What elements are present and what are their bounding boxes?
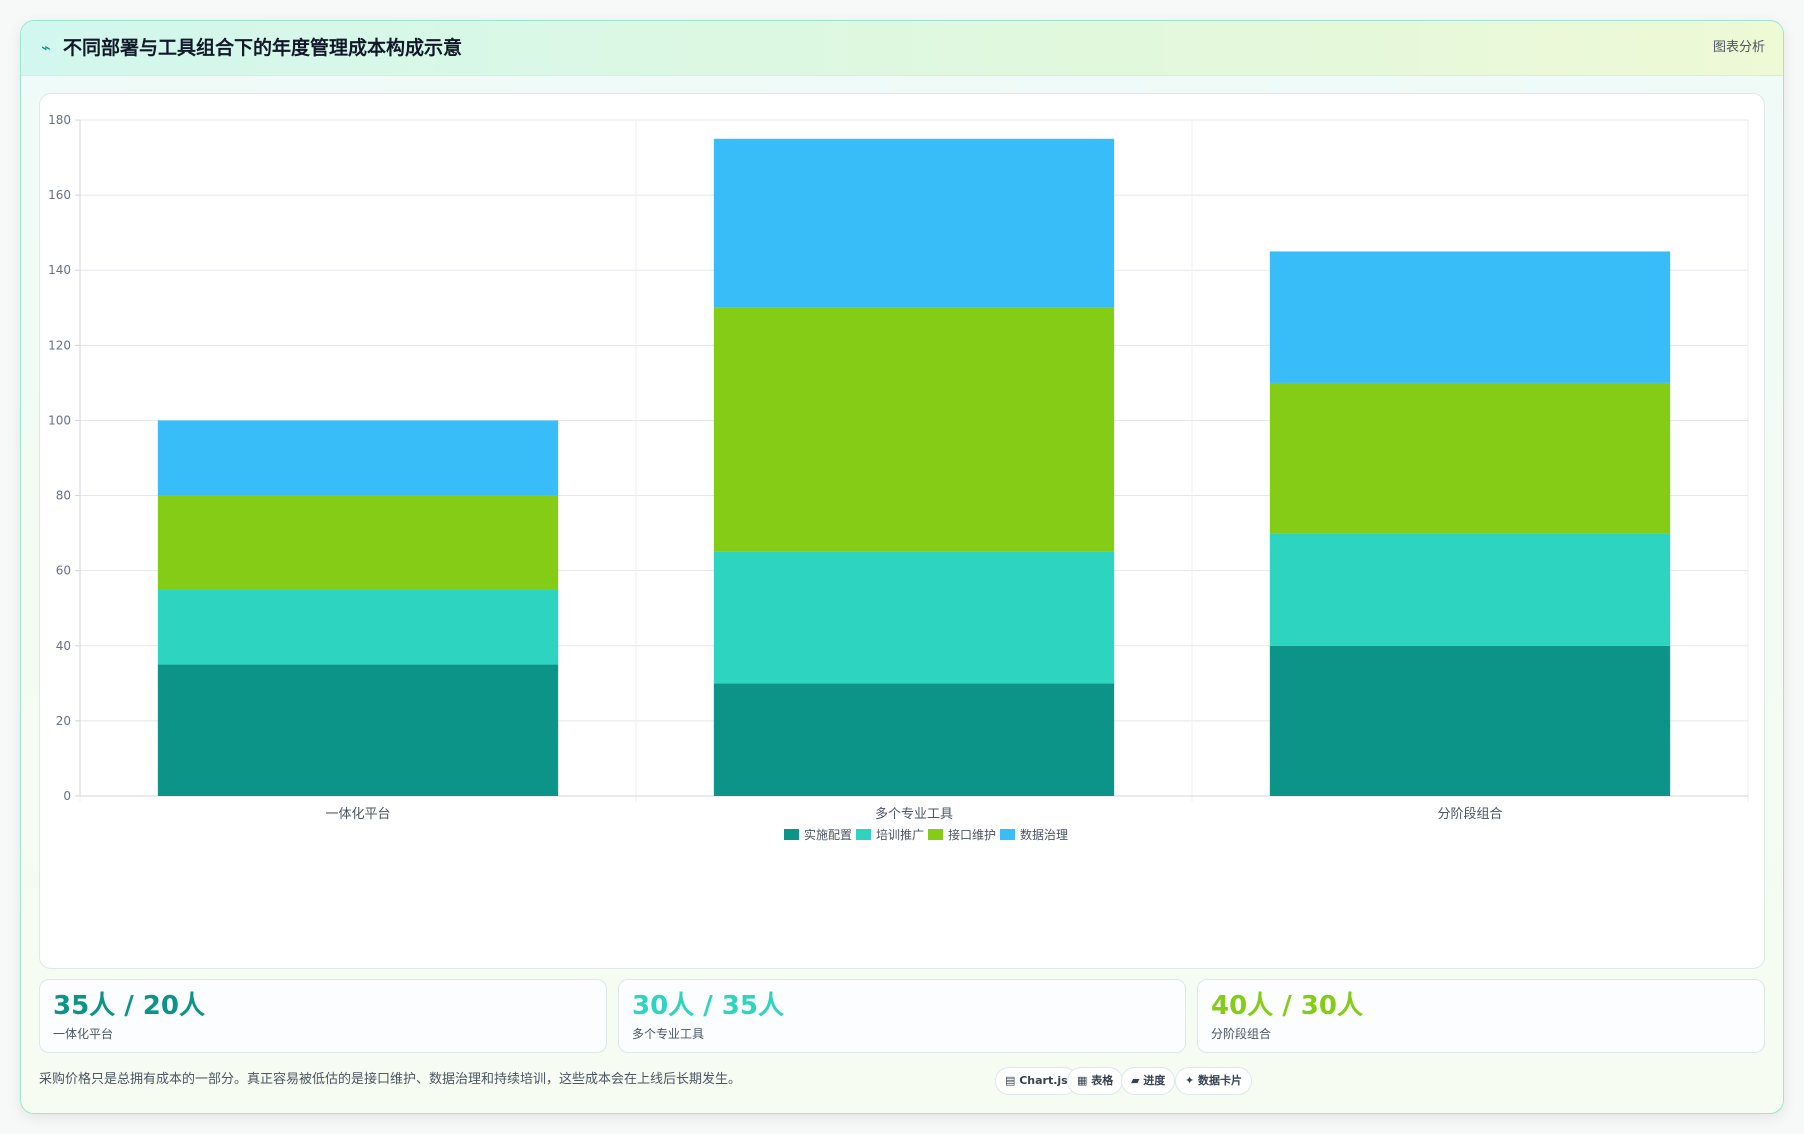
y-tick-label: 40 <box>56 639 71 653</box>
bar-segment <box>1269 251 1671 383</box>
card-header: ⌁ 不同部署与工具组合下的年度管理成本构成示意 图表分析 <box>21 21 1783 76</box>
stat-card-phased: 40人 / 30人 分阶段组合 <box>1197 979 1765 1053</box>
y-tick-label: 0 <box>63 789 71 803</box>
bar-segment <box>1269 645 1671 796</box>
chart-card: ⌁ 不同部署与工具组合下的年度管理成本构成示意 图表分析 0 20 40 60 80 10… <box>20 20 1784 1114</box>
x-tick-label: 分阶段组合 <box>1437 807 1502 822</box>
bar-segment <box>157 420 559 496</box>
legend-label: 数据治理 <box>1020 827 1068 842</box>
y-tick-label: 140 <box>48 263 71 277</box>
y-tick-label: 100 <box>48 413 71 427</box>
chart-analysis-button[interactable]: 图表分析 <box>1712 40 1765 55</box>
legend-label: 培训推广 <box>876 827 924 842</box>
stat-label: 一体化平台 <box>53 1027 114 1041</box>
stat-value: 35人 / 20人 <box>53 991 205 1021</box>
y-tick-label: 60 <box>56 564 71 578</box>
bar-segment <box>157 664 559 796</box>
chartjs-pill-button[interactable]: ▤ Chart.js <box>995 1067 1078 1095</box>
legend-swatch <box>856 829 871 840</box>
trend-arrow-icon: ⌁ <box>41 38 51 57</box>
legend-swatch <box>1000 829 1015 840</box>
bar-segment <box>713 138 1115 308</box>
bar-segment <box>713 683 1115 796</box>
legend-label: 接口维护 <box>948 827 996 842</box>
bar-segment <box>713 551 1115 684</box>
stat-value: 30人 / 35人 <box>632 991 784 1021</box>
y-tick-label: 160 <box>48 188 71 202</box>
progress-pill-button[interactable]: ▰ 进度 <box>1121 1067 1176 1095</box>
bar-segment <box>713 307 1115 552</box>
bar-segment <box>1269 382 1671 534</box>
stat-card-integrated: 35人 / 20人 一体化平台 <box>39 979 607 1053</box>
stat-value: 40人 / 30人 <box>1211 991 1363 1021</box>
stacked-bar-chart: 0 20 40 60 80 100 120 140 160 180 一体化平台 多个专业工具 分阶段组合… <box>48 113 1749 842</box>
stat-label: 多个专业工具 <box>632 1027 705 1041</box>
y-tick-label: 20 <box>56 714 71 728</box>
chart-title: 不同部署与工具组合下的年度管理成本构成示意 <box>63 37 463 59</box>
legend-label: 实施配置 <box>804 827 852 842</box>
stat-label: 分阶段组合 <box>1211 1027 1272 1041</box>
bar-segment <box>1269 533 1671 646</box>
legend-swatch <box>784 829 799 840</box>
stat-card-multi-tools: 30人 / 35人 多个专业工具 <box>618 979 1186 1053</box>
y-tick-label: 180 <box>48 113 71 127</box>
y-tick-label: 80 <box>56 489 71 503</box>
chart-panel: 0 20 40 60 80 100 120 140 160 180 一体化平台 多个专业工具 分阶段组合… <box>39 93 1765 969</box>
bar-segment <box>157 589 559 665</box>
bar-segment <box>157 495 559 590</box>
legend-swatch <box>928 829 943 840</box>
footnote: 采购价格只是总拥有成本的一部分。真正容易被低估的是接口维护、数据治理和持续培训，… <box>39 1072 742 1087</box>
x-tick-label: 一体化平台 <box>325 807 390 822</box>
data-card-pill-button[interactable]: ✦ 数据卡片 <box>1175 1067 1253 1095</box>
y-tick-label: 120 <box>48 338 71 352</box>
table-pill-button[interactable]: ▦ 表格 <box>1067 1067 1124 1095</box>
x-tick-label: 多个专业工具 <box>875 806 953 822</box>
